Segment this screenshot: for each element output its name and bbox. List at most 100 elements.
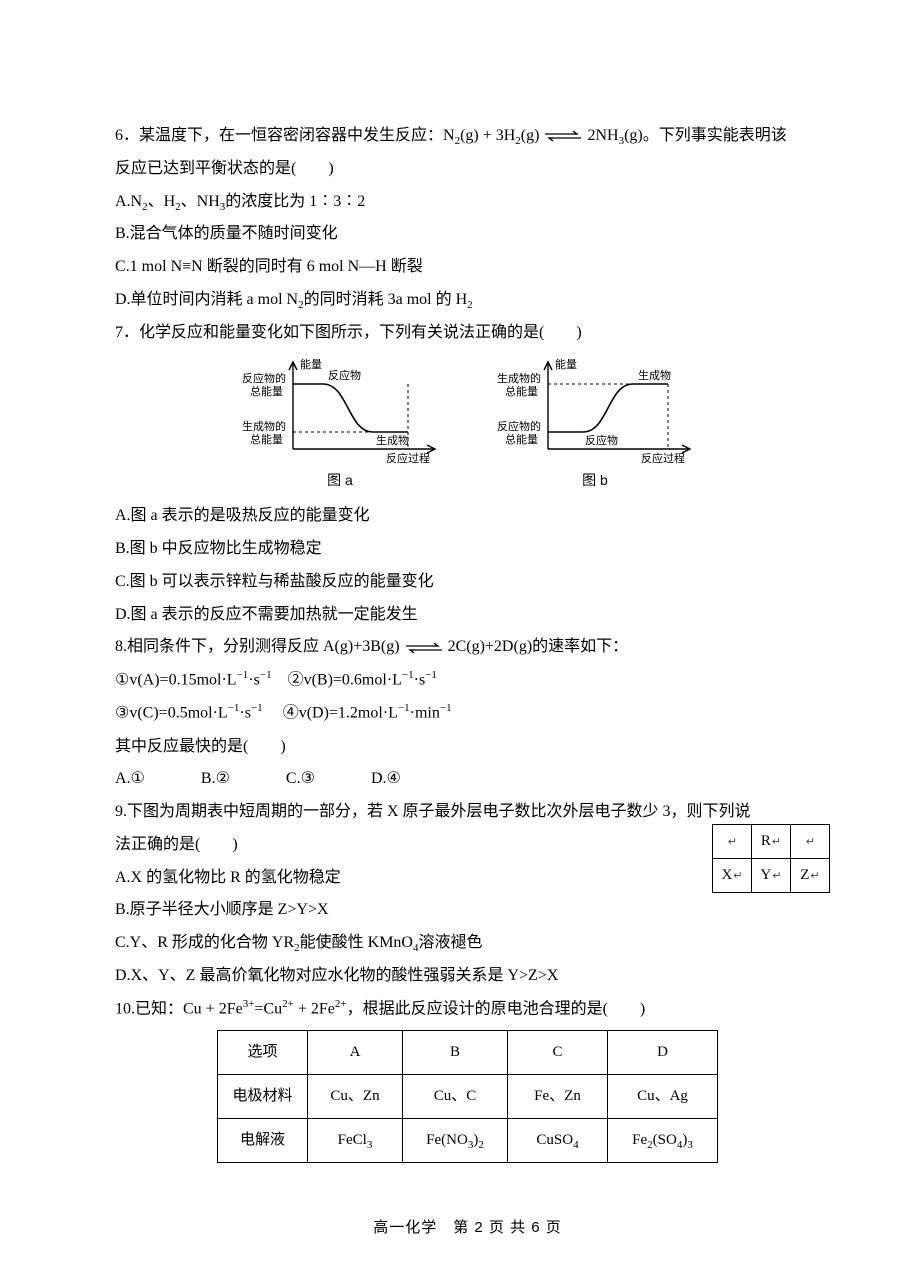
q10-options-table: 选项 A B C D 电极材料 Cu、Zn Cu、C Fe、Zn Cu、Ag 电… — [217, 1030, 718, 1163]
svg-text:生成物: 生成物 — [638, 368, 671, 382]
sup: −1 — [425, 669, 437, 681]
text: ②v(B)=0.6mol·L — [272, 672, 402, 689]
text: C.Y、R 形成的化合物 YR — [115, 934, 294, 951]
text: (g)。下列事实能表明该 — [624, 127, 787, 144]
return-mark: ↵ — [805, 836, 815, 848]
svg-text:能量: 能量 — [555, 357, 577, 371]
q7-option-b: B.图 b 中反应物比生成物稳定 — [115, 533, 820, 566]
svg-text:反应物的: 反应物的 — [497, 419, 541, 433]
text: =Cu — [254, 1000, 282, 1017]
return-mark: ↵ — [771, 836, 781, 848]
sup: −1 — [260, 669, 272, 681]
text: ③v(C)=0.5mol·L — [115, 705, 228, 722]
header-d: D — [608, 1031, 718, 1075]
table-row: 选项 A B C D — [218, 1031, 718, 1075]
cell: Fe、Zn — [508, 1074, 608, 1118]
cell: Cu、Zn — [308, 1074, 403, 1118]
question-7: 7．化学反应和能量变化如下图所示，下列有关说法正确的是( ) 能量 反应物的 总… — [115, 317, 820, 632]
text: Fe — [632, 1132, 647, 1148]
figure-a-caption: 图 a — [327, 466, 353, 495]
footer-text: 高一化学 第 — [373, 1219, 474, 1236]
q7-option-c: C.图 b 可以表示锌粒与稀盐酸反应的能量变化 — [115, 566, 820, 599]
text: 2NH — [587, 127, 618, 144]
text: R — [761, 833, 771, 849]
q7-option-d: D.图 a 表示的反应不需要加热就一定能发生 — [115, 599, 820, 632]
svg-text:总能量: 总能量 — [505, 384, 538, 398]
text: ·s — [414, 672, 426, 689]
q8-stem: 8.相同条件下，分别测得反应 A(g)+3B(g) 2C(g)+2D(g)的速率… — [115, 631, 820, 664]
q7-option-a: A.图 a 表示的是吸热反应的能量变化 — [115, 500, 820, 533]
text: 、H — [148, 193, 176, 210]
return-mark: ↵ — [771, 870, 781, 882]
table-row: X↵ Y↵ Z↵ — [713, 858, 830, 892]
text: X — [721, 867, 732, 883]
svg-text:反应物的: 反应物的 — [242, 371, 286, 385]
figure-b-caption: 图 b — [582, 466, 608, 495]
q8-option-d: D.④ — [371, 763, 401, 796]
total-pages: 6 — [531, 1219, 540, 1236]
q8-line1: ①v(A)=0.15mol·L−1·s−1 ②v(B)=0.6mol·L−1·s… — [115, 664, 820, 697]
text: D.单位时间内消耗 a mol N — [115, 291, 298, 308]
figure-b: 能量 生成物的 总能量 生成物 反应物的 总能量 反应物 反应过程 图 b — [493, 354, 698, 495]
sub: 3 — [367, 1139, 373, 1151]
header-b: B — [403, 1031, 508, 1075]
table-row: ↵ R↵ ↵ — [713, 825, 830, 859]
sub: 2 — [478, 1139, 484, 1151]
cell-empty: ↵ — [791, 825, 830, 859]
sup: 2+ — [335, 998, 347, 1010]
sup: −1 — [251, 702, 263, 714]
text: ·s — [248, 672, 260, 689]
document-page: 6．某温度下，在一恒容密闭容器中发生反应：N2(g) + 3H2(g) 2NH3… — [0, 0, 920, 1284]
row-label: 电极材料 — [218, 1074, 308, 1118]
text: ·min — [410, 705, 440, 722]
text: 溶液褪色 — [418, 934, 482, 951]
question-6: 6．某温度下，在一恒容密闭容器中发生反应：N2(g) + 3H2(g) 2NH3… — [115, 120, 820, 317]
sub: 4 — [573, 1139, 579, 1151]
question-8: 8.相同条件下，分别测得反应 A(g)+3B(g) 2C(g)+2D(g)的速率… — [115, 631, 820, 796]
sub: 3 — [687, 1139, 693, 1151]
text: 的同时消耗 3a mol 的 H — [304, 291, 468, 308]
sub: 2 — [467, 299, 473, 311]
q6-option-b: B.混合气体的质量不随时间变化 — [115, 218, 820, 251]
question-9: ↵ R↵ ↵ X↵ Y↵ Z↵ 9.下图为周期表中短周期的一部分，若 X 原子最… — [115, 796, 820, 993]
text: (SO — [653, 1132, 677, 1148]
sup: −1 — [228, 702, 240, 714]
cell-y: Y↵ — [752, 858, 791, 892]
text: 、NH — [181, 193, 220, 210]
q7-stem: 7．化学反应和能量变化如下图所示，下列有关说法正确的是( ) — [115, 317, 820, 350]
q9-option-d: D.X、Y、Z 最高价氧化物对应水化物的酸性强弱关系是 Y>Z>X — [115, 960, 820, 993]
return-mark: ↵ — [732, 870, 742, 882]
return-mark: ↵ — [727, 836, 737, 848]
cell: Fe2(SO4)3 — [608, 1118, 718, 1163]
sup: −1 — [237, 669, 249, 681]
q8-option-b: B.② — [201, 763, 230, 796]
text: FeCl — [338, 1132, 367, 1148]
text: ·s — [239, 705, 251, 722]
q8-options: A.① B.② C.③ D.④ — [115, 763, 820, 796]
figure-a: 能量 反应物的 总能量 反应物 生成物的 总能量 生成物 反应过程 图 a — [238, 354, 443, 495]
sup: 3+ — [243, 998, 255, 1010]
svg-text:生成物的: 生成物的 — [242, 419, 286, 433]
svg-text:能量: 能量 — [300, 357, 322, 371]
svg-text:总能量: 总能量 — [250, 384, 283, 398]
sup: 2+ — [282, 998, 294, 1010]
cell: Fe(NO3)2 — [403, 1118, 508, 1163]
cell-z: Z↵ — [791, 858, 830, 892]
text: + 2Fe — [294, 1000, 335, 1017]
text: 8.相同条件下，分别测得反应 A(g)+3B(g) — [115, 638, 400, 655]
sup: −1 — [440, 702, 452, 714]
text: 能使酸性 KMnO — [300, 934, 413, 951]
cell-r: R↵ — [752, 825, 791, 859]
cell: FeCl3 — [308, 1118, 403, 1163]
sup: −1 — [402, 669, 414, 681]
text: Fe(NO — [426, 1132, 468, 1148]
footer-text: 页 — [541, 1219, 562, 1236]
q6-stem-2: 反应已达到平衡状态的是( ) — [115, 153, 820, 186]
q7-figures: 能量 反应物的 总能量 反应物 生成物的 总能量 生成物 反应过程 图 a — [115, 354, 820, 495]
cell: Cu、C — [403, 1074, 508, 1118]
header-c: C — [508, 1031, 608, 1075]
svg-text:反应物: 反应物 — [328, 368, 361, 382]
text: 2C(g)+2D(g)的速率如下： — [448, 638, 629, 655]
q6-option-a: A.N2、H2、NH3的浓度比为 1∶3∶2 — [115, 186, 820, 219]
text: Y — [760, 867, 771, 883]
